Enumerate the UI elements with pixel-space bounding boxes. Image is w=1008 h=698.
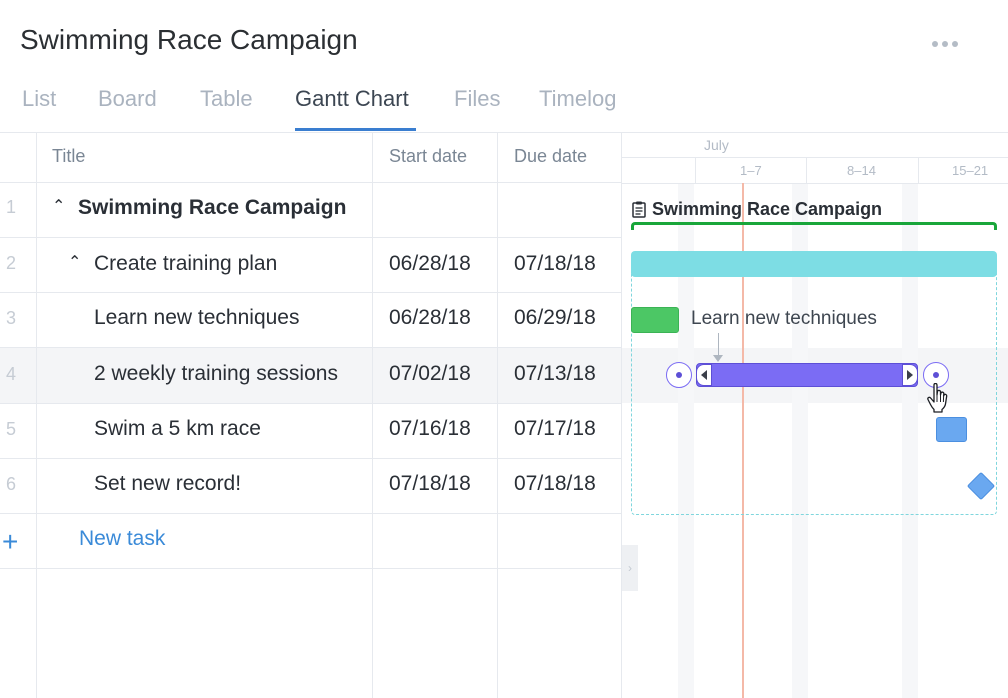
task-bar-weekly-sessions[interactable] [696,363,918,387]
project-bar-label: Swimming Race Campaign [632,199,882,220]
row-divider [0,513,622,514]
task-bar-learn-new-techniques[interactable] [631,307,679,333]
dependency-connector [718,333,719,361]
week-divider [695,157,696,183]
collapse-panel-tab[interactable]: › [622,545,638,591]
row-number: 1 [6,197,17,217]
timeline-divider [622,183,1008,184]
more-dot-icon [952,41,958,47]
week-label: 8–14 [847,163,876,178]
row-divider [0,458,622,459]
row-number: 5 [6,419,17,439]
arrow-left-icon [701,370,707,380]
dependency-dot-left[interactable] [666,362,692,388]
task-bar-label: Learn new techniques [691,308,877,329]
weekend-column [792,183,808,698]
resize-handle-right[interactable] [902,364,918,386]
collapse-caret-icon[interactable]: ⌃ [52,198,66,215]
row-divider [0,403,622,404]
dependency-arrow-icon [713,355,723,362]
tab-list[interactable]: List [22,86,57,111]
due-date-cell[interactable]: 07/17/18 [514,417,596,440]
column-divider [621,132,622,698]
row-divider [0,347,622,348]
column-divider [372,132,373,698]
start-date-cell[interactable]: 06/28/18 [389,306,471,329]
arrow-right-icon [907,370,913,380]
task-title[interactable]: Set new record! [94,472,242,495]
week-label: 15–21 [952,163,989,178]
column-header-title[interactable]: Title [52,146,86,166]
gantt-chart[interactable]: July 1–7 8–14 15–21 Swimming Race Campai… [622,133,1008,698]
tab-board[interactable]: Board [98,86,157,111]
weekend-column [902,183,918,698]
column-divider [36,132,37,698]
row-divider [0,182,622,183]
start-date-cell[interactable]: 06/28/18 [389,252,471,275]
tab-files[interactable]: Files [454,86,501,111]
collapse-caret-icon[interactable]: ⌃ [68,254,82,271]
week-label: 1–7 [740,163,762,178]
view-tabs: List Board Table Gantt Chart Files Timel… [0,78,622,132]
month-label: July [704,137,729,153]
row-number: 6 [6,474,17,494]
task-title[interactable]: Swim a 5 km race [94,417,261,440]
row-divider [0,292,622,293]
chevron-right-icon: › [628,561,632,575]
new-task-button[interactable]: New task [79,527,166,550]
more-dot-icon [932,41,938,47]
start-date-cell[interactable]: 07/18/18 [389,472,471,495]
row-divider [0,237,622,238]
clipboard-icon [632,201,646,218]
task-title[interactable]: 2 weekly training sessions [94,362,338,385]
column-divider [497,132,498,698]
due-date-cell[interactable]: 07/18/18 [514,472,596,495]
weekend-column [678,183,694,698]
due-date-cell[interactable]: 07/18/18 [514,252,596,275]
add-task-plus-icon[interactable]: + [2,526,19,557]
tab-table[interactable]: Table [200,86,253,111]
column-header-start-date[interactable]: Start date [389,146,468,166]
due-date-cell[interactable]: 06/29/18 [514,306,596,329]
task-title[interactable]: Swimming Race Campaign [78,196,347,219]
task-title[interactable]: Create training plan [94,252,278,275]
header-divider [0,132,1008,133]
week-divider [806,157,807,183]
due-date-cell[interactable]: 07/13/18 [514,362,596,385]
column-header-due-date[interactable]: Due date [514,146,588,166]
tab-timelog[interactable]: Timelog [539,86,617,111]
start-date-cell[interactable]: 07/16/18 [389,417,471,440]
more-options-button[interactable] [932,38,962,50]
week-divider [918,157,919,183]
row-number: 4 [6,364,17,384]
active-tab-underline [295,128,416,131]
hand-cursor-icon [927,383,948,413]
resize-handle-left[interactable] [696,364,712,386]
project-bar-title: Swimming Race Campaign [652,199,883,219]
start-date-cell[interactable]: 07/02/18 [389,362,471,385]
row-number: 3 [6,308,17,328]
more-dot-icon [942,41,948,47]
row-divider [0,568,622,569]
row-number: 2 [6,253,17,273]
timeline-divider [622,157,1008,158]
task-title[interactable]: Learn new techniques [94,306,300,329]
project-title: Swimming Race Campaign [20,24,358,55]
project-bar[interactable] [631,222,997,230]
today-line [742,183,744,698]
task-bar-swim-race[interactable] [936,417,967,442]
tab-gantt-chart[interactable]: Gantt Chart [295,86,409,111]
parent-task-bar[interactable] [631,251,997,277]
